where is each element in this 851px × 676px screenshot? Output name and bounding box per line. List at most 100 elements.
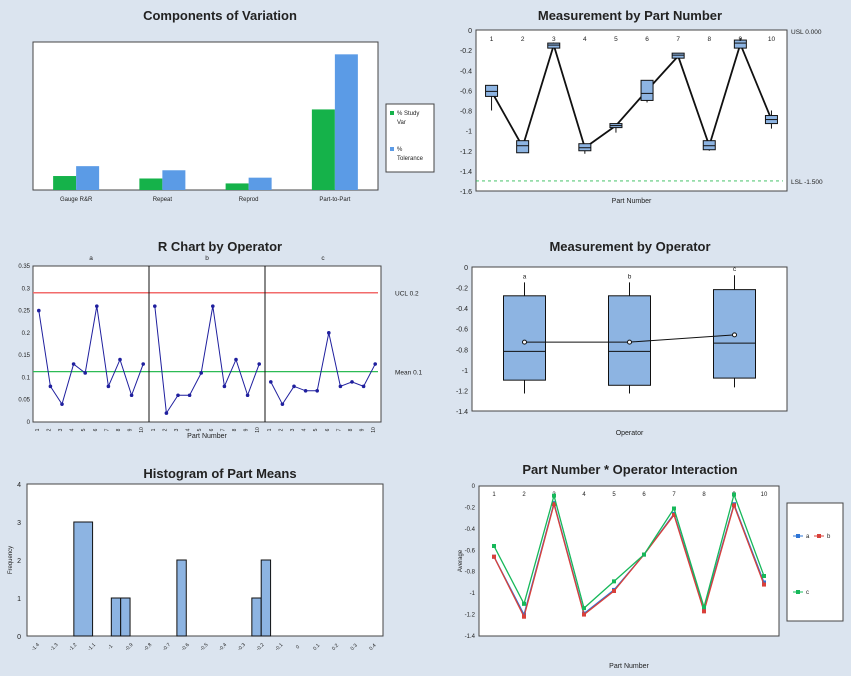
r-chart-point bbox=[373, 362, 378, 366]
r-chart-x-tick: 6 bbox=[209, 428, 215, 431]
r-chart-point bbox=[106, 384, 111, 389]
by-part-x-tick: 4 bbox=[583, 36, 587, 43]
interaction-point bbox=[582, 606, 586, 611]
histogram-x-tick: -0.3 bbox=[237, 642, 247, 652]
components-legend-label: Tolerance bbox=[397, 156, 424, 162]
interaction-point bbox=[522, 601, 526, 606]
components-legend-label: % Study bbox=[397, 111, 419, 117]
components-y-tick: 60% bbox=[18, 0, 31, 2]
r-chart-point bbox=[60, 402, 64, 406]
interaction-point bbox=[702, 609, 706, 614]
r-chart-point bbox=[222, 384, 227, 389]
r-chart-point bbox=[257, 362, 262, 366]
r-chart-x-tick: 3 bbox=[58, 428, 64, 431]
by-operator-y-tick: -1 bbox=[462, 368, 468, 375]
by-part-y-tick: -1.6 bbox=[460, 189, 472, 196]
by-part-y-tick: 0 bbox=[468, 28, 472, 35]
interaction-x-tick: 4 bbox=[582, 492, 586, 498]
r-chart-point bbox=[245, 393, 250, 398]
histogram-y-label: Frequency bbox=[8, 546, 14, 574]
histogram-x-tick: -0.2 bbox=[255, 642, 265, 652]
histogram-x-tick: 0.2 bbox=[331, 643, 340, 652]
interaction-y-tick: -1.4 bbox=[465, 634, 476, 640]
histogram-y-tick: 4 bbox=[17, 482, 21, 489]
r-chart-x-tick: 7 bbox=[104, 428, 110, 431]
ucl-label: UCL 0.2 bbox=[395, 291, 419, 298]
interaction-legend-label: a bbox=[806, 534, 810, 540]
histogram-bar bbox=[176, 559, 187, 637]
r-chart-operator-label: c bbox=[321, 255, 325, 262]
histogram-x-tick: -1 bbox=[107, 643, 115, 651]
components-bar bbox=[139, 178, 163, 190]
r-chart-x-tick: 4 bbox=[186, 428, 192, 431]
r-chart-x-tick: 3 bbox=[174, 428, 180, 431]
r-chart-x-tick: 2 bbox=[46, 428, 52, 431]
histogram-y-tick: 1 bbox=[17, 596, 21, 603]
histogram-title: Histogram of Part Means bbox=[143, 466, 297, 481]
interaction-point bbox=[522, 614, 526, 619]
interaction-point bbox=[582, 612, 586, 617]
histogram-y-tick: 2 bbox=[17, 558, 21, 565]
components-bar bbox=[76, 166, 100, 190]
interaction-line bbox=[493, 492, 765, 610]
interaction-legend-box bbox=[786, 502, 844, 622]
histogram-x-tick: 0 bbox=[295, 644, 301, 650]
by-part-box bbox=[547, 42, 561, 49]
by-operator-cat-label: c bbox=[733, 266, 737, 273]
by-part-box bbox=[516, 140, 530, 154]
r-chart-point bbox=[37, 308, 41, 313]
lsl-label: LSL -1.500 bbox=[791, 179, 823, 186]
r-chart-x-tick: 4 bbox=[302, 428, 308, 431]
by-part-box bbox=[640, 79, 654, 101]
r-mean-label: Mean 0.1 bbox=[395, 370, 422, 377]
interaction-point bbox=[672, 506, 676, 511]
interaction-point bbox=[492, 544, 496, 548]
histogram-x-tick: -0.8 bbox=[143, 642, 153, 652]
interaction-point bbox=[642, 552, 646, 557]
components-bar bbox=[225, 183, 249, 190]
by-part-box bbox=[578, 143, 592, 152]
by-operator-cat-label: a bbox=[523, 273, 527, 280]
by-part-y-tick: -0.2 bbox=[460, 48, 472, 55]
by-operator-y-tick: -0.6 bbox=[456, 327, 468, 334]
r-chart-range-line bbox=[38, 306, 144, 406]
components-legend-swatch bbox=[390, 111, 394, 115]
r-chart-x-tick: 7 bbox=[220, 428, 226, 431]
r-chart-x-tick: 8 bbox=[348, 428, 354, 431]
by-operator-y-tick: -1.2 bbox=[456, 388, 468, 395]
by-part-y-tick: -1.4 bbox=[460, 169, 472, 176]
components-legend-label: Var bbox=[397, 120, 406, 126]
interaction-x-tick: 7 bbox=[672, 492, 676, 498]
components-bar bbox=[334, 54, 358, 191]
r-chart-x-tick: 1 bbox=[35, 428, 41, 431]
r-chart-range-line bbox=[154, 306, 260, 415]
r-chart-x-tick: 9 bbox=[244, 428, 250, 431]
interaction-x-tick: 2 bbox=[522, 492, 526, 498]
by-operator-title: Measurement by Operator bbox=[549, 239, 711, 254]
by-part-box bbox=[733, 39, 747, 49]
r-chart-x-tick: 2 bbox=[278, 428, 284, 431]
components-y-tick: 120% bbox=[15, 0, 31, 2]
components-bar bbox=[53, 176, 77, 190]
histogram-x-tick: -0.6 bbox=[180, 642, 190, 652]
by-operator-y-tick: -0.4 bbox=[456, 306, 468, 313]
r-chart-x-tick: 8 bbox=[116, 428, 122, 431]
interaction-point bbox=[492, 554, 496, 559]
r-chart-x-tick: 6 bbox=[93, 428, 99, 431]
histogram-x-tick: -0.4 bbox=[218, 642, 228, 652]
components-y-tick: 80% bbox=[18, 0, 31, 2]
by-part-x-tick: 8 bbox=[707, 36, 711, 43]
r-chart-x-tick: 9 bbox=[360, 428, 366, 431]
by-operator-mean-point bbox=[627, 339, 632, 345]
by-part-box bbox=[702, 140, 716, 151]
r-chart-point bbox=[118, 357, 122, 362]
r-chart-y-tick: 0.2 bbox=[22, 331, 31, 337]
r-chart-x-tick: 10 bbox=[371, 427, 377, 433]
by-operator-box bbox=[503, 295, 546, 381]
components-y-tick: 100% bbox=[15, 0, 31, 2]
by-operator-x-label: Operator bbox=[616, 430, 644, 437]
by-part-mean-line bbox=[490, 41, 773, 150]
histogram-x-tick: -1.4 bbox=[30, 642, 40, 652]
by-part-x-tick: 10 bbox=[768, 36, 776, 43]
r-chart-point bbox=[83, 371, 87, 375]
